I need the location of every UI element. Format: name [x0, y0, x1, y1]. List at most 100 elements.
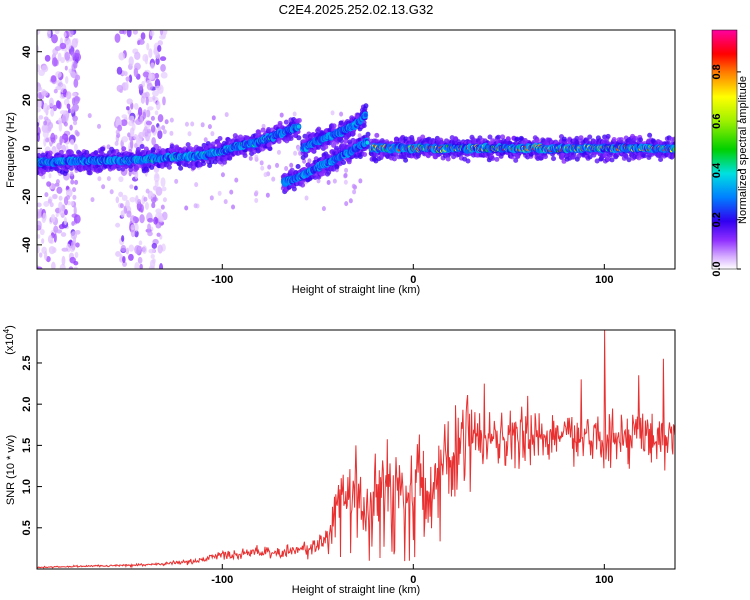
heatmap-cell	[341, 160, 347, 166]
heatmap-cell	[574, 140, 580, 146]
heatmap-cell	[138, 83, 144, 91]
heatmap-cell	[43, 116, 49, 121]
heatmap-cell	[138, 240, 143, 246]
heatmap-cell	[47, 150, 53, 156]
heatmap-cell	[63, 208, 68, 216]
heatmap-cell	[101, 184, 106, 190]
heatmap-cell	[109, 189, 114, 195]
heatmap-cell	[150, 253, 155, 259]
heatmap-cell	[114, 33, 121, 43]
heatmap-cell	[43, 201, 50, 207]
heatmap-cell	[465, 158, 471, 164]
heatmap-cell	[51, 184, 56, 190]
heatmap-cell	[155, 57, 160, 66]
heatmap-cell	[73, 78, 79, 88]
heatmap-cell	[68, 150, 74, 156]
heatmap-cell	[70, 139, 75, 145]
heatmap-cell	[52, 247, 57, 253]
heatmap-cell	[55, 71, 62, 78]
heatmap-cell	[139, 204, 144, 213]
heatmap-cell	[128, 135, 133, 141]
heatmap-cell	[363, 103, 369, 109]
heatmap-cell	[96, 123, 101, 129]
heatmap-cell	[139, 263, 143, 269]
heatmap-cell	[64, 51, 71, 61]
heatmap-cell	[47, 198, 52, 204]
heatmap-cell	[153, 216, 158, 225]
heatmap-cell	[513, 157, 519, 163]
heatmap-cell	[138, 131, 144, 139]
heatmap-cell	[160, 64, 166, 72]
heatmap-cell	[393, 136, 399, 142]
heatmap-cell	[133, 102, 139, 110]
heatmap-cell	[122, 256, 126, 264]
heatmap-cell	[166, 164, 172, 170]
heatmap-cell	[157, 244, 163, 254]
heatmap-cell	[374, 132, 380, 138]
heatmap-cell	[283, 119, 289, 125]
heatmap-cell	[334, 164, 340, 170]
heatmap-cell	[69, 171, 74, 177]
heatmap-cell	[351, 183, 356, 189]
heatmap-cell	[59, 135, 63, 146]
heatmap-cell	[277, 120, 283, 126]
heatmap-cell	[126, 106, 130, 111]
heatmap-cell	[271, 176, 276, 182]
heatmap-cell	[155, 186, 163, 196]
heatmap-cell	[72, 115, 78, 122]
heatmap-cell	[346, 159, 352, 165]
heatmap-cell	[229, 189, 234, 195]
heatmap-cell	[157, 40, 163, 46]
heatmap-cell	[90, 197, 95, 203]
heatmap-cell	[185, 142, 191, 148]
heatmap-cell	[37, 245, 40, 254]
heatmap-cell	[142, 111, 146, 120]
heatmap-cell	[266, 126, 272, 132]
heatmap-cell	[93, 150, 99, 156]
heatmap-cell	[125, 199, 130, 209]
heatmap-cell	[143, 196, 148, 202]
heatmap-cell	[403, 157, 409, 163]
heatmap-cell	[542, 154, 548, 160]
heatmap-cell	[55, 212, 59, 218]
heatmap-cell	[142, 71, 150, 78]
heatmap-cell	[147, 106, 154, 111]
heatmap-cell	[126, 30, 132, 38]
heatmap-cell	[120, 119, 128, 127]
heatmap-cell	[150, 124, 156, 133]
heatmap-cell	[37, 30, 41, 35]
heatmap-cell	[365, 131, 371, 137]
heatmap-cell	[145, 120, 153, 126]
heatmap-cell	[146, 82, 153, 91]
heatmap-cell	[256, 129, 262, 135]
heatmap-cell	[50, 214, 56, 223]
heatmap-cell	[129, 138, 134, 149]
heatmap-cell	[303, 152, 309, 158]
heatmap-cell	[211, 115, 216, 121]
heatmap-cell	[159, 30, 164, 36]
figure-title: C2E4.2025.252.02.13.G32	[278, 2, 434, 17]
heatmap-cell	[127, 109, 132, 115]
heatmap-cell	[203, 137, 208, 143]
heatmap-cell	[169, 130, 174, 136]
heatmap-cell	[296, 146, 301, 152]
heatmap-cell	[352, 189, 357, 195]
heatmap-cell	[39, 252, 43, 258]
heatmap-cell	[37, 121, 40, 127]
heatmap-cell	[134, 261, 140, 269]
heatmap-cell	[157, 45, 162, 52]
heatmap-cell	[152, 185, 157, 191]
heatmap-cell	[134, 185, 138, 191]
heatmap-cell	[160, 177, 166, 187]
heatmap-cell	[64, 65, 68, 71]
heatmap-cell	[346, 132, 352, 138]
heatmap-cell	[139, 144, 145, 150]
heatmap-cell	[158, 215, 164, 223]
heatmap-cell	[210, 131, 215, 137]
heatmap-cell	[343, 179, 348, 185]
heatmap-cell	[276, 149, 281, 155]
heatmap-cell	[157, 130, 163, 140]
heatmap-cell	[69, 124, 73, 131]
heatmap-cell	[357, 133, 362, 139]
heatmap-cell	[150, 115, 155, 121]
